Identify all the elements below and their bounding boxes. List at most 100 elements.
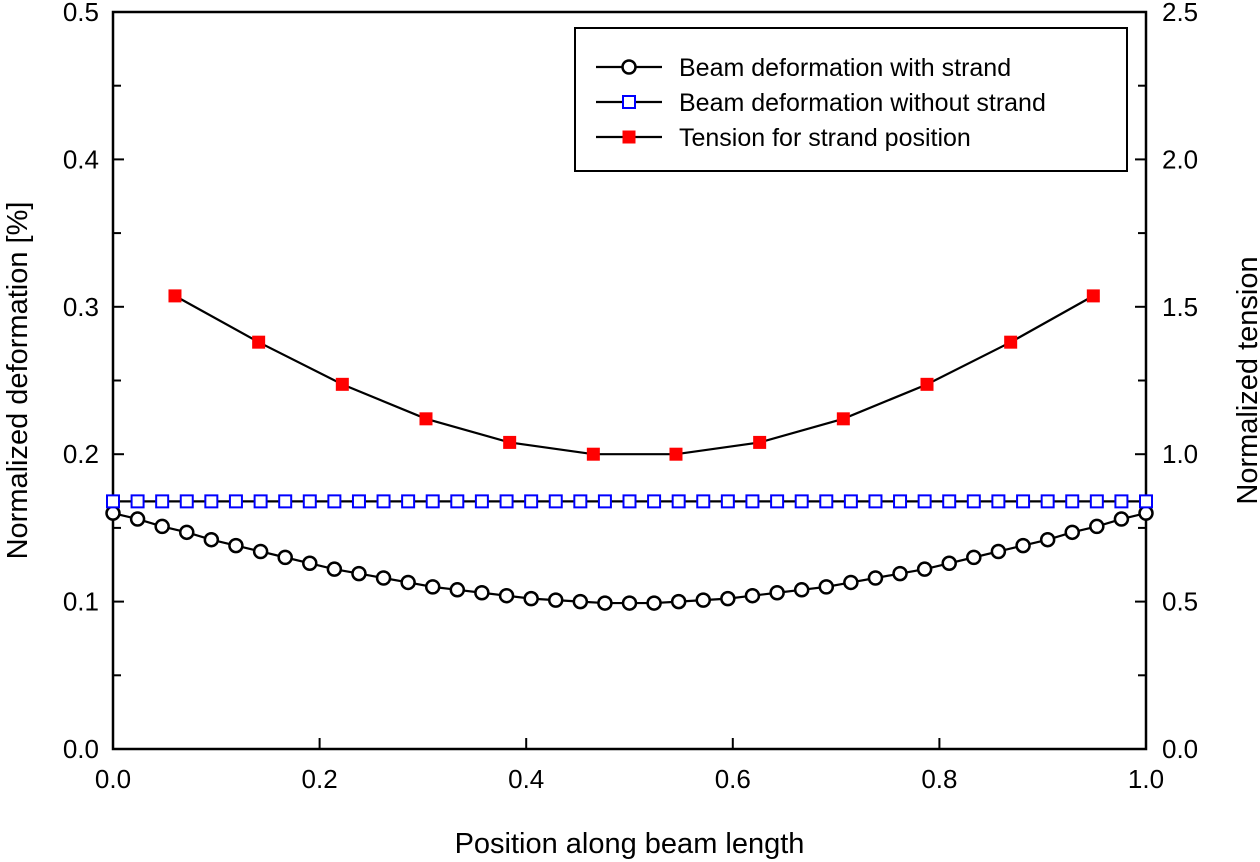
series-beam-deformation-with-strand <box>105 505 1154 611</box>
y2-tick-label: 0.5 <box>1162 587 1198 617</box>
open-circle-marker <box>302 555 318 572</box>
open-square-marker <box>893 494 908 509</box>
y-axis-title: Normalized deformation [%] <box>2 202 34 560</box>
y-tick-label: 0.4 <box>63 144 99 174</box>
open-square-marker <box>1016 494 1031 509</box>
open-circle-marker <box>474 585 490 601</box>
open-square-marker <box>228 494 243 509</box>
open-square-marker <box>106 494 120 509</box>
open-circle-marker <box>547 592 564 608</box>
open-circle-marker <box>744 587 761 604</box>
open-circle-marker <box>400 574 416 591</box>
open-circle-marker <box>966 549 982 566</box>
filled-square-marker <box>335 377 349 391</box>
open-square-marker <box>868 494 883 509</box>
y-tick-label: 0.3 <box>63 292 99 322</box>
x-tick-label: 0.0 <box>95 764 131 794</box>
open-circle-marker <box>793 582 810 598</box>
legend-label: Beam deformation with strand <box>679 54 1011 82</box>
open-circle-marker <box>646 595 662 611</box>
open-square-marker <box>524 494 539 509</box>
open-square-marker <box>770 494 785 509</box>
open-square-marker <box>819 494 834 509</box>
open-square-marker <box>450 494 465 509</box>
x-tick-label: 0.2 <box>302 764 338 794</box>
open-circle-marker <box>1089 518 1105 535</box>
legend: Beam deformation with strand Beam deforma… <box>574 27 1128 172</box>
open-square-marker <box>401 494 416 509</box>
filled-square-marker <box>753 435 767 449</box>
open-circle-marker <box>277 549 293 566</box>
open-circle-marker <box>105 505 121 521</box>
y2-tick-label: 2.0 <box>1162 144 1198 174</box>
open-circle-marker <box>916 561 933 577</box>
series-beam-deformation-without-strand <box>106 494 1153 509</box>
open-circle-marker <box>1138 505 1154 521</box>
x-tick-label: 0.6 <box>715 764 751 794</box>
open-square-marker <box>253 494 268 509</box>
open-square-marker <box>843 494 858 509</box>
open-square-marker <box>991 494 1006 509</box>
filled-square-marker <box>1086 289 1100 303</box>
open-square-marker <box>1040 494 1055 509</box>
y-tick-label: 0.0 <box>63 734 99 764</box>
open-circle-marker <box>179 524 195 541</box>
open-circle-marker <box>326 561 343 577</box>
legend-label: Beam deformation without strand <box>679 89 1046 117</box>
open-square-marker <box>204 494 219 509</box>
open-circle-marker <box>424 579 441 595</box>
filled-square-marker <box>252 335 266 349</box>
y2-axis-title: Normalized tension <box>1232 256 1260 504</box>
open-square-marker <box>548 494 563 509</box>
open-square-marker <box>794 494 809 509</box>
open-square-marker <box>671 494 686 509</box>
series-line <box>174 294 1094 456</box>
open-circle-marker <box>523 590 539 607</box>
open-square-marker <box>917 494 932 509</box>
open-circle-marker <box>252 543 269 560</box>
legend-box <box>574 27 1128 172</box>
open-circle-marker <box>203 531 220 548</box>
open-square-marker <box>351 494 366 509</box>
open-circle-marker <box>228 537 244 554</box>
x-axis-ticks: 0.0 0.2 0.4 0.6 0.8 1.0 <box>95 738 1164 794</box>
series-layer <box>105 289 1154 611</box>
filled-square-marker <box>503 435 517 449</box>
open-circle-marker <box>129 511 146 527</box>
y2-tick-label: 1.0 <box>1162 439 1198 469</box>
open-circle-marker <box>670 593 687 610</box>
y-tick-label: 0.1 <box>63 587 99 617</box>
filled-square-marker <box>920 377 934 391</box>
open-square-marker <box>745 494 760 509</box>
open-circle-marker <box>867 570 884 586</box>
open-square-marker <box>499 494 514 509</box>
filled-square-marker <box>1004 335 1018 349</box>
open-square-marker <box>1114 494 1129 509</box>
open-square-marker <box>425 494 440 509</box>
y2-tick-label: 2.5 <box>1162 0 1198 27</box>
y-axis-ticks: 0.0 0.1 0.2 0.3 0.4 0.5 <box>63 0 124 764</box>
open-square-marker <box>942 494 957 509</box>
open-circle-marker <box>818 579 835 595</box>
y-tick-label: 0.5 <box>63 0 99 27</box>
filled-square-marker <box>419 412 433 426</box>
open-square-marker <box>573 494 588 509</box>
open-circle-marker <box>375 570 392 586</box>
open-square-marker <box>179 494 194 509</box>
open-square-marker <box>155 494 170 509</box>
open-circle-marker <box>695 592 712 608</box>
open-circle-marker <box>621 595 638 611</box>
legend-label: Tension for strand position <box>679 124 971 152</box>
open-square-marker <box>474 494 489 509</box>
open-circle-marker <box>1015 537 1031 554</box>
open-square-marker <box>1089 494 1104 509</box>
open-circle-marker <box>351 565 367 582</box>
open-square-marker <box>1065 494 1080 509</box>
open-square-marker <box>966 494 981 509</box>
y2-tick-label: 0.0 <box>1162 734 1198 764</box>
y2-axis-ticks: 0.0 0.5 1.0 1.5 2.0 2.5 <box>1135 0 1198 764</box>
open-square-marker <box>597 494 612 509</box>
filled-square-marker <box>622 130 636 144</box>
open-circle-marker <box>449 582 466 598</box>
